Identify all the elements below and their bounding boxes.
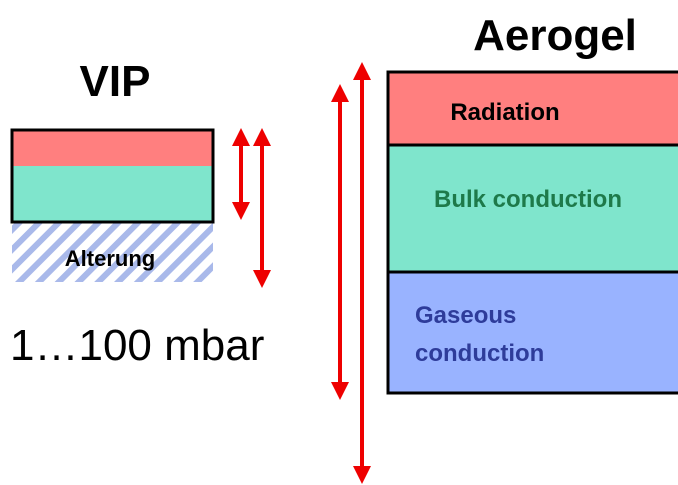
layer-label: conduction bbox=[415, 340, 544, 367]
vip-box bbox=[10, 128, 215, 224]
layer-bulk bbox=[386, 143, 678, 274]
layer-gaseous bbox=[386, 270, 678, 395]
vip-conduction bbox=[12, 166, 213, 222]
layer-radiation bbox=[386, 70, 678, 147]
vip-title: VIP bbox=[80, 57, 151, 106]
layer-label: Gaseous bbox=[415, 302, 516, 329]
aging-label: Alterung bbox=[65, 246, 155, 271]
vip-arrows bbox=[232, 128, 271, 288]
layer-label: Bulk conduction bbox=[434, 186, 622, 213]
aging-hatch bbox=[12, 222, 213, 282]
aerogel-title: Aerogel bbox=[473, 11, 637, 60]
vip-radiation bbox=[12, 130, 213, 166]
layer-label: Radiation bbox=[450, 99, 559, 126]
pressure-label: 1…100 mbar bbox=[10, 321, 264, 370]
aerogel-arrows bbox=[331, 62, 371, 484]
